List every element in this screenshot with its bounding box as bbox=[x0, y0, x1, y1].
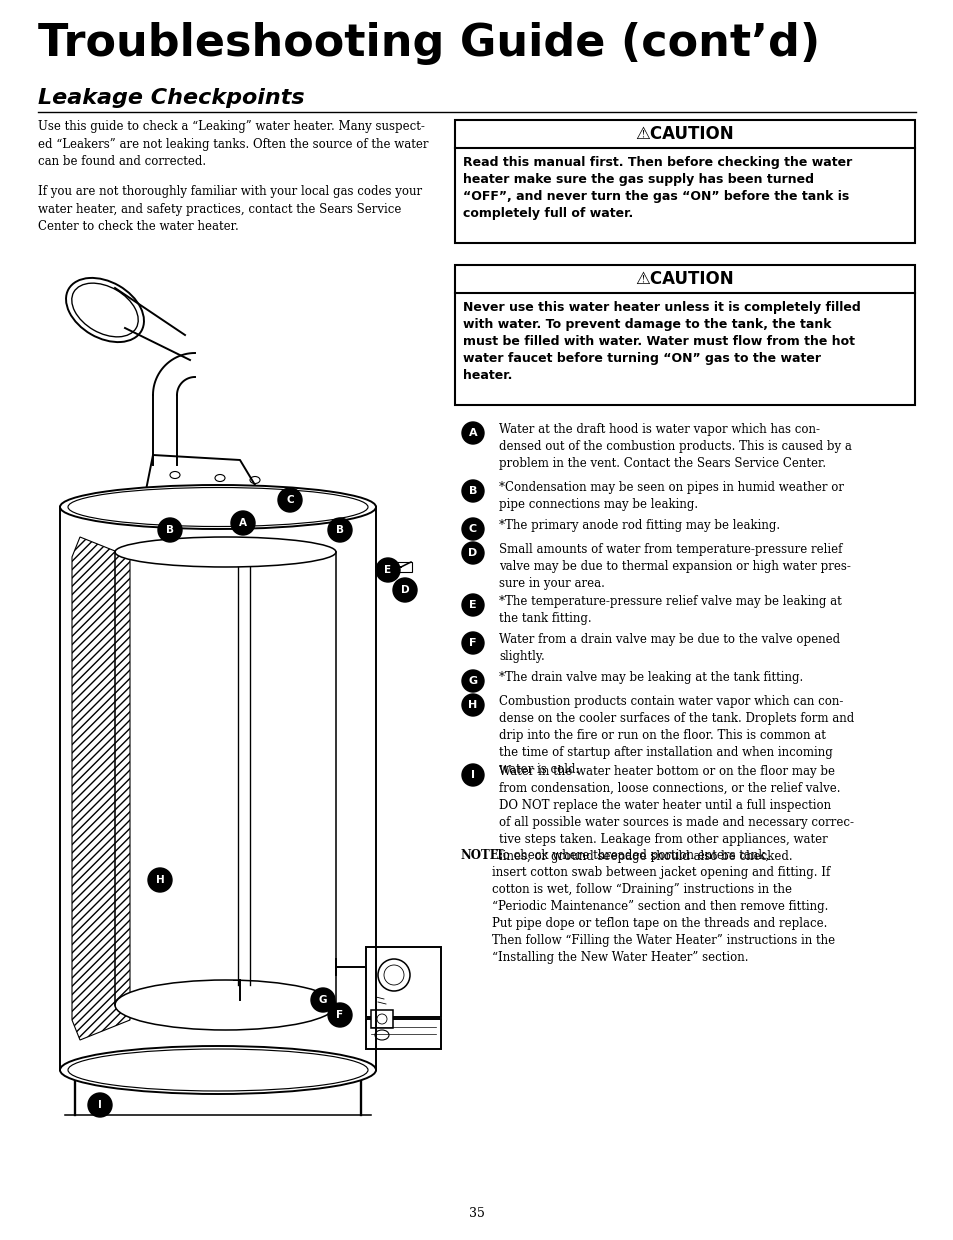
Circle shape bbox=[461, 670, 483, 692]
Circle shape bbox=[393, 578, 416, 601]
Text: H: H bbox=[155, 875, 164, 885]
Bar bbox=[455, 120, 914, 243]
Text: NOTE:: NOTE: bbox=[459, 849, 502, 862]
Bar bbox=[455, 265, 914, 405]
Ellipse shape bbox=[115, 537, 335, 567]
Text: D: D bbox=[468, 548, 477, 558]
Text: *The temperature-pressure relief valve may be leaking at
the tank fitting.: *The temperature-pressure relief valve m… bbox=[498, 595, 841, 625]
Ellipse shape bbox=[68, 1049, 368, 1091]
Text: I: I bbox=[98, 1100, 102, 1110]
Text: E: E bbox=[384, 565, 391, 575]
Text: Water in the water heater bottom or on the floor may be
from condensation, loose: Water in the water heater bottom or on t… bbox=[498, 765, 853, 863]
Text: F: F bbox=[336, 1011, 343, 1021]
Text: E: E bbox=[469, 600, 476, 610]
Text: *The drain valve may be leaking at the tank fitting.: *The drain valve may be leaking at the t… bbox=[498, 671, 802, 684]
Text: Read this manual first. Then before checking the water
heater make sure the gas : Read this manual first. Then before chec… bbox=[462, 156, 851, 219]
Text: Use this guide to check a “Leaking” water heater. Many suspect-
ed “Leakers” are: Use this guide to check a “Leaking” wate… bbox=[38, 120, 428, 167]
Ellipse shape bbox=[250, 476, 260, 484]
Ellipse shape bbox=[68, 487, 368, 527]
Text: ⚠CAUTION: ⚠CAUTION bbox=[635, 270, 734, 288]
Ellipse shape bbox=[71, 283, 138, 337]
Bar bbox=[394, 562, 412, 572]
Text: 35: 35 bbox=[469, 1207, 484, 1220]
Ellipse shape bbox=[214, 475, 225, 481]
Text: Combustion products contain water vapor which can con-
dense on the cooler surfa: Combustion products contain water vapor … bbox=[498, 694, 853, 776]
Circle shape bbox=[328, 1003, 352, 1027]
Text: Troubleshooting Guide (cont’d): Troubleshooting Guide (cont’d) bbox=[38, 22, 820, 64]
Text: G: G bbox=[468, 676, 477, 686]
Circle shape bbox=[231, 511, 254, 534]
Circle shape bbox=[375, 558, 399, 582]
Text: Water from a drain valve may be due to the valve opened
slightly.: Water from a drain valve may be due to t… bbox=[498, 632, 840, 663]
Text: F: F bbox=[469, 639, 476, 649]
Circle shape bbox=[461, 542, 483, 564]
Text: To check where threaded portion enters tank,
insert cotton swab between jacket o: To check where threaded portion enters t… bbox=[492, 849, 834, 963]
Bar bbox=[371, 1011, 393, 1028]
Circle shape bbox=[461, 694, 483, 715]
Text: ⚠CAUTION: ⚠CAUTION bbox=[635, 125, 734, 143]
Circle shape bbox=[311, 988, 335, 1012]
Text: G: G bbox=[318, 994, 327, 1004]
Circle shape bbox=[148, 868, 172, 892]
Text: B: B bbox=[166, 525, 173, 534]
Polygon shape bbox=[71, 537, 130, 1040]
Ellipse shape bbox=[376, 1014, 387, 1024]
Text: Small amounts of water from temperature-pressure relief
valve may be due to ther: Small amounts of water from temperature-… bbox=[498, 543, 850, 590]
Circle shape bbox=[277, 489, 302, 512]
Text: A: A bbox=[239, 518, 247, 528]
Text: D: D bbox=[400, 585, 409, 595]
Ellipse shape bbox=[60, 485, 375, 529]
Circle shape bbox=[461, 422, 483, 444]
Circle shape bbox=[377, 959, 410, 991]
Text: C: C bbox=[469, 525, 476, 534]
Ellipse shape bbox=[115, 980, 335, 1030]
Circle shape bbox=[158, 518, 182, 542]
Text: Leakage Checkpoints: Leakage Checkpoints bbox=[38, 88, 304, 108]
Circle shape bbox=[88, 1092, 112, 1117]
Text: Water at the draft hood is water vapor which has con-
densed out of the combusti: Water at the draft hood is water vapor w… bbox=[498, 423, 851, 470]
Circle shape bbox=[461, 764, 483, 786]
Text: *The primary anode rod fitting may be leaking.: *The primary anode rod fitting may be le… bbox=[498, 520, 780, 532]
Ellipse shape bbox=[66, 278, 144, 342]
Text: *Condensation may be seen on pipes in humid weather or
pipe connections may be l: *Condensation may be seen on pipes in hu… bbox=[498, 481, 843, 511]
Circle shape bbox=[461, 480, 483, 502]
Text: Never use this water heater unless it is completely filled
with water. To preven: Never use this water heater unless it is… bbox=[462, 301, 860, 382]
Bar bbox=[366, 947, 440, 1017]
Text: A: A bbox=[468, 428, 476, 438]
Circle shape bbox=[461, 518, 483, 539]
Text: C: C bbox=[286, 495, 294, 505]
Ellipse shape bbox=[375, 1030, 389, 1040]
Ellipse shape bbox=[60, 1047, 375, 1094]
Ellipse shape bbox=[170, 471, 180, 479]
Text: I: I bbox=[471, 770, 475, 780]
Text: If you are not thoroughly familiar with your local gas codes your
water heater, : If you are not thoroughly familiar with … bbox=[38, 185, 421, 233]
Circle shape bbox=[384, 965, 403, 985]
Bar bbox=[366, 1019, 440, 1049]
Text: B: B bbox=[468, 486, 476, 496]
Circle shape bbox=[461, 632, 483, 653]
Circle shape bbox=[461, 594, 483, 616]
Text: H: H bbox=[468, 701, 477, 711]
Circle shape bbox=[328, 518, 352, 542]
Text: B: B bbox=[335, 525, 344, 534]
